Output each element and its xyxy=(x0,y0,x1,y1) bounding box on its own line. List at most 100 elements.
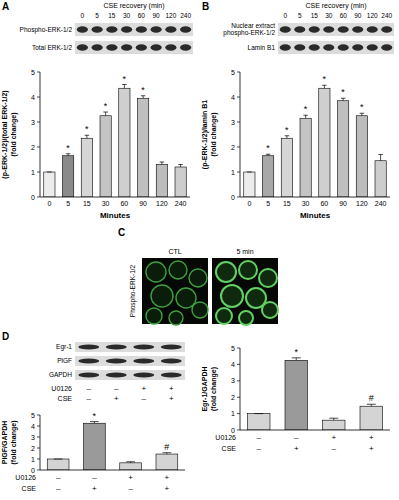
lane-label: 15 xyxy=(311,12,319,19)
x-tick-label: 60 xyxy=(120,200,128,207)
error-bar xyxy=(47,172,52,173)
row-label: Lamin B1 xyxy=(248,44,276,51)
error-bar xyxy=(285,136,290,139)
y-tick xyxy=(237,380,240,381)
bar xyxy=(338,101,349,197)
x-label: Minutes xyxy=(100,211,131,220)
lane-label: 30 xyxy=(325,12,333,19)
figure: ABCD0123450515306090120240Minutes(p-ERK-… xyxy=(0,0,399,500)
cell xyxy=(192,302,208,318)
blot-strip xyxy=(278,41,394,54)
y-tick xyxy=(237,413,240,414)
blot: CSE recovery (min)0515306090120240Phosph… xyxy=(20,2,193,54)
annotation: * xyxy=(123,74,127,84)
band xyxy=(92,44,103,51)
condition-label: U0126 xyxy=(51,385,72,392)
y-tick xyxy=(37,122,40,123)
y-tick xyxy=(237,147,240,148)
lane-label: 0 xyxy=(81,12,85,19)
y-tick-label: 3 xyxy=(231,119,235,126)
condition-label: CSE xyxy=(22,485,37,492)
annotation: * xyxy=(341,87,345,97)
y-tick-label: 0 xyxy=(31,194,35,201)
condition-sign: + xyxy=(294,444,299,453)
micrograph-label: CTL xyxy=(168,248,181,255)
x-tick-label: 0 xyxy=(247,200,251,207)
condition-sign: – xyxy=(56,484,61,493)
blot-strip xyxy=(75,23,193,36)
bar xyxy=(244,172,255,197)
y-tick-label: 2 xyxy=(231,144,235,151)
band xyxy=(151,26,162,33)
band xyxy=(133,373,154,378)
y-tick-label: 3 xyxy=(231,377,235,384)
row-label: Nuclear extract xyxy=(231,22,275,29)
band xyxy=(121,26,132,33)
band xyxy=(323,26,334,33)
bars xyxy=(248,358,383,430)
y-tick-label: 2 xyxy=(31,144,35,151)
chart: 012345U0126––++CSE–+–+PlGF/GAPDH(fold ch… xyxy=(1,411,185,493)
x-tick-label: 5 xyxy=(266,200,270,207)
x-tick-label: 240 xyxy=(175,200,187,207)
y-tick-label: 2 xyxy=(31,445,35,452)
x-tick-label: 120 xyxy=(156,200,168,207)
band xyxy=(78,359,99,364)
condition-label: CSE xyxy=(58,395,73,402)
band xyxy=(133,359,154,364)
cell xyxy=(259,269,277,287)
band xyxy=(106,359,127,364)
y-axis xyxy=(240,348,241,430)
band xyxy=(106,44,117,51)
y-tick xyxy=(37,448,40,449)
band xyxy=(165,44,176,51)
y-tick-label: 4 xyxy=(231,361,235,368)
x-tick-label: 60 xyxy=(320,200,328,207)
y-tick xyxy=(237,197,240,198)
band xyxy=(133,345,154,350)
bar xyxy=(175,167,186,197)
condition-sign: + xyxy=(369,433,374,442)
x-tick-label: 120 xyxy=(356,200,368,207)
panel-label: D xyxy=(2,331,9,342)
cell xyxy=(216,262,236,282)
y-tick-label: 4 xyxy=(31,94,35,101)
x-label: Minutes xyxy=(300,211,331,220)
y-tick xyxy=(237,364,240,365)
band xyxy=(280,44,291,51)
band xyxy=(352,26,363,33)
x-tick-label: 240 xyxy=(375,200,387,207)
bar xyxy=(81,138,92,197)
lane-label: 30 xyxy=(123,12,131,19)
y-tick-label: 0 xyxy=(31,467,35,474)
micrographs: CTL5 minPhospho-ERK-1/2 xyxy=(129,248,278,325)
blot-strip xyxy=(75,356,185,366)
lane-label: 5 xyxy=(95,12,99,19)
bar xyxy=(156,454,178,470)
error-bar xyxy=(303,115,308,118)
band xyxy=(180,44,191,51)
error-bar xyxy=(163,453,172,454)
chart: 0123450515306090120240Minutes(p-ERK-1/2)… xyxy=(1,69,190,221)
annotation: * xyxy=(323,74,327,84)
condition-label: CSE xyxy=(222,445,237,452)
band xyxy=(280,26,291,33)
band xyxy=(165,26,176,33)
panel-label: B xyxy=(202,1,209,12)
bar xyxy=(248,414,271,430)
band xyxy=(78,373,99,378)
band xyxy=(338,44,349,51)
band xyxy=(161,345,182,350)
annotation: * xyxy=(66,143,70,153)
cell xyxy=(169,261,187,279)
y-tick xyxy=(237,172,240,173)
bar xyxy=(360,406,383,430)
error-bar xyxy=(266,154,271,156)
bar xyxy=(156,165,167,198)
bar xyxy=(323,420,346,430)
cell xyxy=(151,285,173,307)
y-label: (fold change) xyxy=(210,113,218,157)
condition-sign: – xyxy=(87,384,92,393)
x-axis xyxy=(240,430,390,431)
micrograph xyxy=(142,258,208,324)
